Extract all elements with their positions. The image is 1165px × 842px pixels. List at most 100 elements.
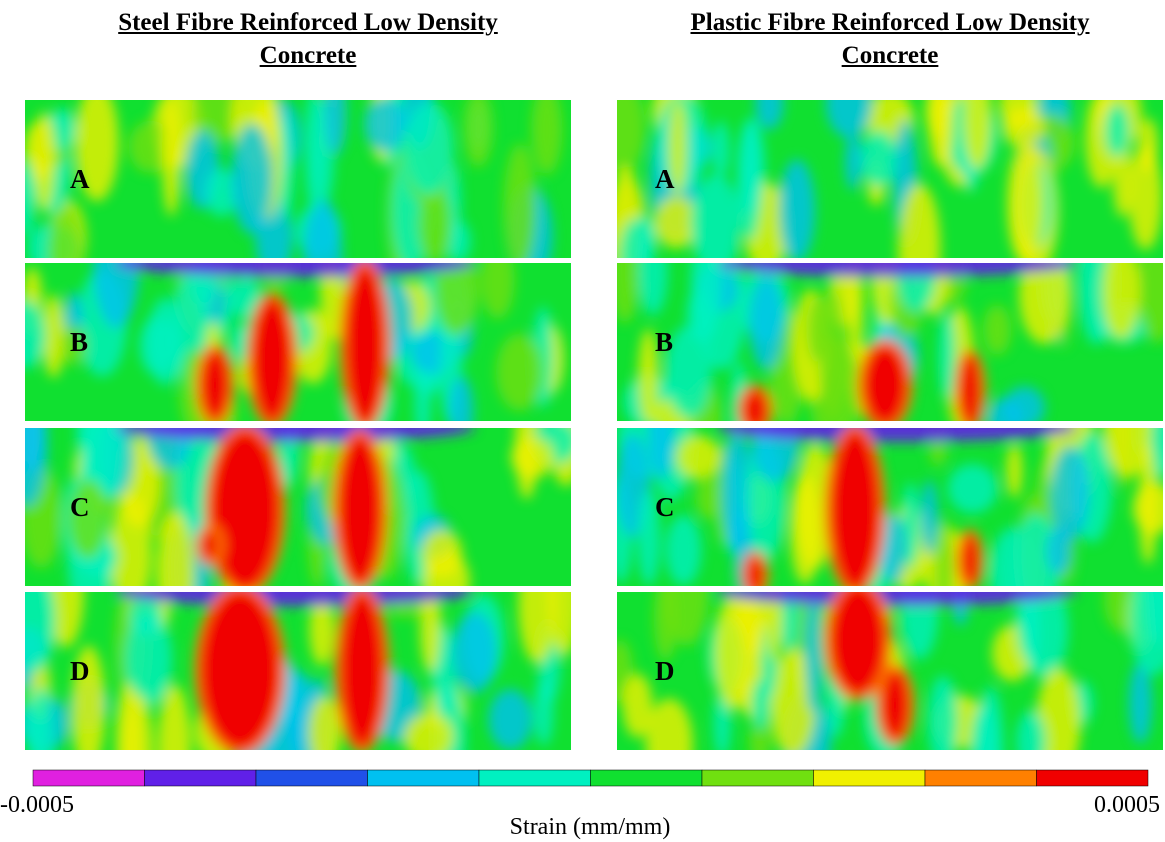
strain-patch [1019,246,1070,344]
strain-patch [963,66,992,170]
strain-patch [16,160,35,236]
strain-patch [452,612,496,693]
colorbar-segment [1037,770,1149,786]
strain-patch [818,288,846,417]
strain-patch [676,435,720,479]
panel-label: D [655,656,675,686]
strain-patch [622,674,652,738]
strain-patch [324,72,346,156]
strain-patch [1050,445,1089,541]
strain-patch [790,474,820,584]
strain-patch [665,515,701,586]
crack-zone [830,430,880,590]
strain-patch [921,480,938,555]
colorbar-segment [591,770,703,786]
crack-zone [743,390,767,430]
strain-patch [654,575,678,660]
colorbar-segment [33,770,145,786]
crack-zone [960,355,980,425]
strain-maps: A B C D A B C D -0.0005 0.0005 Strain (mm/mm) [0,0,1165,842]
strain-patch [464,89,492,167]
crack-zone [340,592,384,748]
strain-patch [1006,443,1022,498]
strain-patch [599,80,645,174]
crack-zone [345,265,385,425]
strain-patch [999,81,1038,131]
crack-zone [830,585,886,695]
crack-zone [201,350,229,420]
panel-label: D [70,656,90,686]
colorbar-segment [925,770,1037,786]
colorbar-max: 0.0005 [1094,792,1160,818]
strain-patch [860,130,897,187]
strain-patch [712,121,730,178]
crack-zone [881,670,909,740]
strain-patch [33,112,56,211]
strain-patch [779,159,815,262]
colorbar-min: -0.0005 [0,792,74,818]
strain-patch [511,436,554,478]
strain-patch [826,70,872,138]
colorbar-segment [479,770,591,786]
strain-patch [983,305,1012,355]
strain-patch [1007,142,1044,265]
strain-patch [1016,711,1046,773]
crack-zone [210,430,280,590]
strain-patch [231,123,272,234]
crack-zone [863,345,907,425]
crack-zone [338,435,382,585]
crack-zone [962,535,978,585]
strain-patch [504,144,537,271]
strain-patch [1129,662,1152,744]
panel-label: A [70,164,90,194]
strain-patch [928,75,953,167]
colorbar-segment [256,770,368,786]
strain-patch [948,464,998,513]
crack-zone [202,530,218,560]
crack-zone [747,557,763,593]
strain-patch [129,596,163,637]
strain-patch [489,689,533,750]
colorbar-segment [145,770,257,786]
strain-patch [158,684,191,812]
strain-patch [691,175,741,275]
panel-label: B [70,327,88,357]
crack-zone [200,590,280,750]
strain-patch [714,594,754,709]
strain-patch [749,276,784,370]
panel-label: B [655,327,673,357]
strain-patch [418,184,452,264]
panel-label: C [70,492,90,522]
strain-patch [43,294,65,377]
colorbar-segment [702,770,814,786]
strain-patch [162,97,181,216]
strain-patch [1024,604,1041,671]
strain-patch [977,687,1003,812]
strain-patch [755,77,783,130]
strain-patch [1104,104,1130,158]
strain-patch [404,713,454,761]
strain-patch [308,696,341,769]
colorbar-segment [368,770,480,786]
panel-label: C [655,492,675,522]
strain-patch [928,420,947,467]
strain-patch [421,529,462,578]
strain-patch [939,312,956,399]
strain-patch [845,133,861,190]
strain-patch [405,101,454,195]
figure: Steel Fibre Reinforced Low Density Concr… [0,0,1165,842]
crack-zone [252,298,292,422]
strain-patch [496,334,543,411]
strain-patch [531,85,562,175]
strain-patch [928,676,958,768]
strain-patch [738,117,765,214]
strain-patch [696,474,720,520]
strain-patch [365,97,405,152]
strain-patch [305,87,322,213]
strain-patch [1129,145,1162,250]
strain-patch [148,298,183,386]
strain-patch [4,300,46,369]
panel-label: A [655,164,675,194]
colorbar-segment [814,770,926,786]
colorbar-label: Strain (mm/mm) [510,814,671,840]
